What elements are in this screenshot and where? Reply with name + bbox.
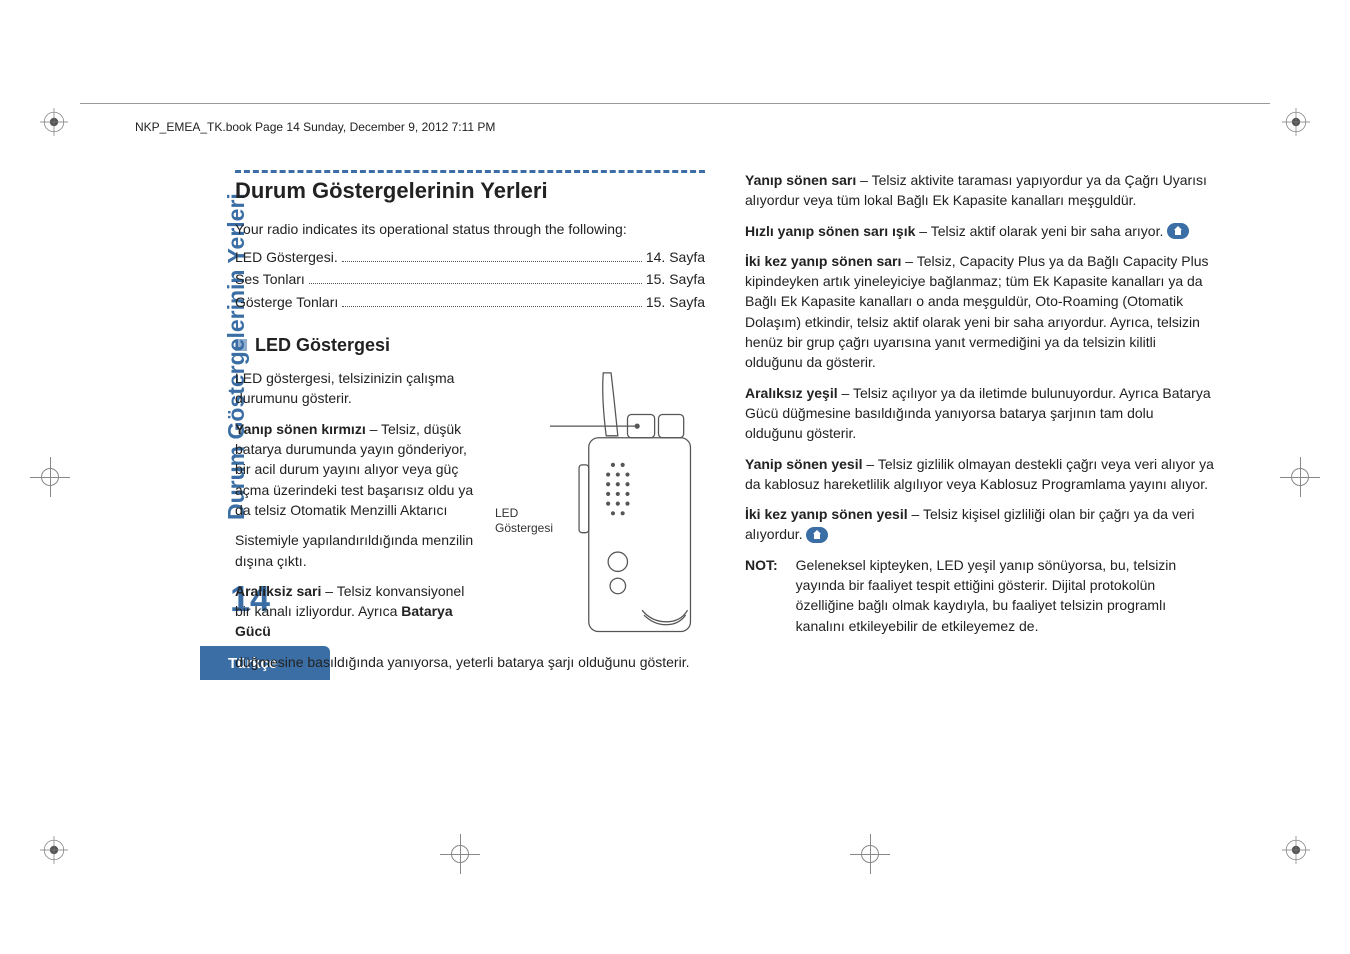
subsection-heading: LED Göstergesi [235,332,705,358]
radio-illustration [550,368,705,649]
page-content: Durum Göstergelerinin Yerleri 14 Türkçe … [135,170,1215,810]
subsection-title: LED Göstergesi [255,332,390,358]
toc-label: LED Göstergesi. [235,247,338,267]
cross-mark-left [30,457,70,497]
lead-term: Yanıp sönen sarı [745,172,856,188]
paragraph: LED göstergesi, telsizinizin çalışma dur… [235,368,481,409]
paragraph: Yanıp sönen kırmızı – Telsiz, düşük bata… [235,419,481,520]
print-mark-tr [1282,108,1310,136]
print-mark-bl [40,836,68,864]
paragraph: Aralıksız yeşil – Telsiz açılıyor ya da … [745,383,1215,444]
left-text: LED göstergesi, telsizinizin çalışma dur… [235,368,481,652]
toc-row: Ses Tonları 15. Sayfa [235,269,705,289]
toc-page: 15. Sayfa [646,269,705,289]
toc-label: Gösterge Tonları [235,292,338,312]
toc-row: Gösterge Tonları 15. Sayfa [235,292,705,312]
cross-mark-bottom2 [850,834,890,874]
cross-mark-right [1280,457,1320,497]
paragraph-text: – Telsiz aktif olarak yeni bir saha arıy… [915,223,1163,239]
lead-term: İki kez yanıp sönen yesil [745,506,908,522]
cross-mark-bottom1 [440,834,480,874]
print-mark-br [1282,836,1310,864]
toc-page: 14. Sayfa [646,247,705,267]
lead-term: Aralıksız yeşil [745,385,838,401]
paragraph: Araliksiz sari – Telsiz konvansiyonel bi… [235,581,481,642]
lead-term: İki kez yanıp sönen sarı [745,253,901,269]
paragraph: Hızlı yanıp sönen sarı ışık – Telsiz akt… [745,221,1215,241]
intro-text: Your radio indicates its operational sta… [235,219,705,239]
section-rule [235,170,705,173]
lead-term: Araliksiz sari [235,583,321,599]
site-roaming-icon [1167,223,1189,239]
note-label: NOT: [745,555,778,636]
running-head: NKP_EMEA_TK.book Page 14 Sunday, Decembe… [135,120,495,134]
print-mark-tl [40,108,68,136]
right-column: Yanıp sönen sarı – Telsiz aktivite taram… [745,170,1215,810]
paragraph-text: düğmesine basıldığında yanıyorsa, yeterl… [235,654,690,670]
bullet-square-icon [235,339,247,351]
paragraph: Sistemiyle yapılandırıldığında menzilin … [235,530,481,571]
toc-row: LED Göstergesi. 14. Sayfa [235,247,705,267]
text-with-figure: LED göstergesi, telsizinizin çalışma dur… [235,368,705,652]
paragraph-text: – Telsiz, Capacity Plus ya da Bağlı Capa… [745,253,1209,370]
site-roaming-icon [806,527,828,543]
paragraph: Yanıp sönen sarı – Telsiz aktivite taram… [745,170,1215,211]
paragraph: İki kez yanıp sönen sarı – Telsiz, Capac… [745,251,1215,373]
toc-label: Ses Tonları [235,269,305,289]
section-heading: Durum Göstergelerinin Yerleri [235,175,705,207]
paragraph: düğmesine basıldığında yanıyorsa, yeterl… [235,652,705,672]
lead-term: Yanip sönen yesil [745,456,863,472]
note-body: Geleneksel kipteyken, LED yeşil yanıp sö… [796,555,1215,636]
toc-leader [342,261,642,262]
left-column: Durum Göstergelerinin Yerleri Your radio… [235,170,705,810]
columns: Durum Göstergelerinin Yerleri Your radio… [235,170,1215,810]
toc-leader [342,306,642,307]
radio-figure: LED Göstergesi [495,368,705,652]
toc-leader [309,283,642,284]
header-rule [80,103,1270,104]
lead-term: Yanıp sönen kırmızı [235,421,366,437]
toc-page: 15. Sayfa [646,292,705,312]
paragraph: İki kez yanıp sönen yesil – Telsiz kişis… [745,504,1215,545]
note: NOT: Geleneksel kipteyken, LED yeşil yan… [745,555,1215,636]
paragraph: Yanip sönen yesil – Telsiz gizlilik olma… [745,454,1215,495]
lead-term: Hızlı yanıp sönen sarı ışık [745,223,915,239]
